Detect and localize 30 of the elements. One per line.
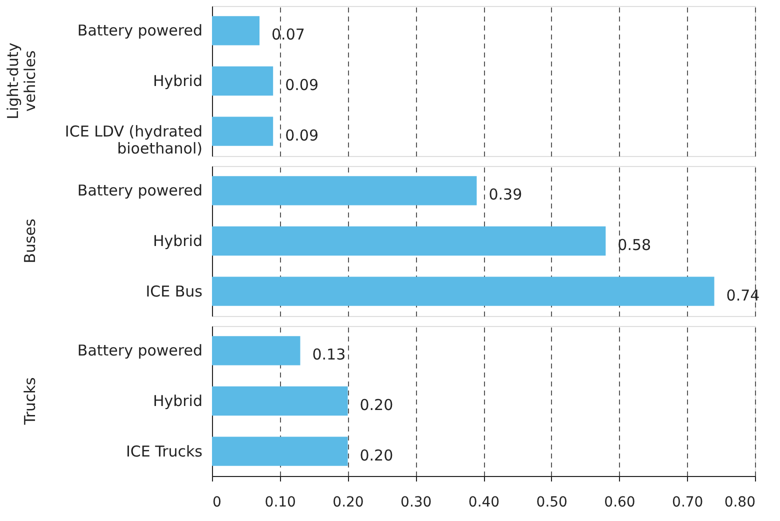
y-tick-label: ICE Bus [146, 282, 203, 300]
x-tick-label: 0.30 [400, 494, 432, 510]
data-label: 0.09 [285, 126, 318, 144]
data-label: 0.07 [272, 26, 305, 44]
y-tick-label: Hybrid [152, 72, 202, 90]
x-tick-label: 0 [212, 494, 222, 510]
text: Trucks [21, 377, 39, 426]
y-tick-label: ICE Trucks [126, 442, 203, 460]
x-tick-label: 0.50 [536, 494, 568, 510]
data-label: 0.39 [488, 186, 522, 204]
x-tick-label: 0.40 [468, 494, 500, 510]
data-label: 0.09 [285, 76, 318, 94]
y-tick-label: Hybrid [152, 392, 202, 410]
x-tick-label: 0.60 [604, 494, 636, 510]
y-tick-label: Hybrid [152, 232, 202, 250]
data-label: 0.20 [360, 446, 394, 464]
x-tick-label: 0.10 [264, 494, 296, 510]
data-label: 0.13 [312, 346, 346, 364]
y-tick-label: Battery powered [77, 22, 202, 40]
x-tick-label: 0.70 [672, 494, 704, 510]
text: Light-duty vehicles [4, 42, 39, 120]
y-tick-label: ICE LDV (hydrated bioethanol) [64, 122, 202, 158]
y-tick-label: Battery powered [77, 342, 202, 360]
y-tick-label: Battery powered [77, 182, 202, 200]
data-label: 0.20 [360, 396, 394, 414]
data-label: 0.58 [618, 236, 652, 254]
text: Buses [21, 218, 39, 264]
x-tick-label: 0.80 [724, 494, 756, 510]
data-label: 0.74 [726, 286, 760, 304]
x-tick-label: 0.20 [332, 494, 364, 510]
